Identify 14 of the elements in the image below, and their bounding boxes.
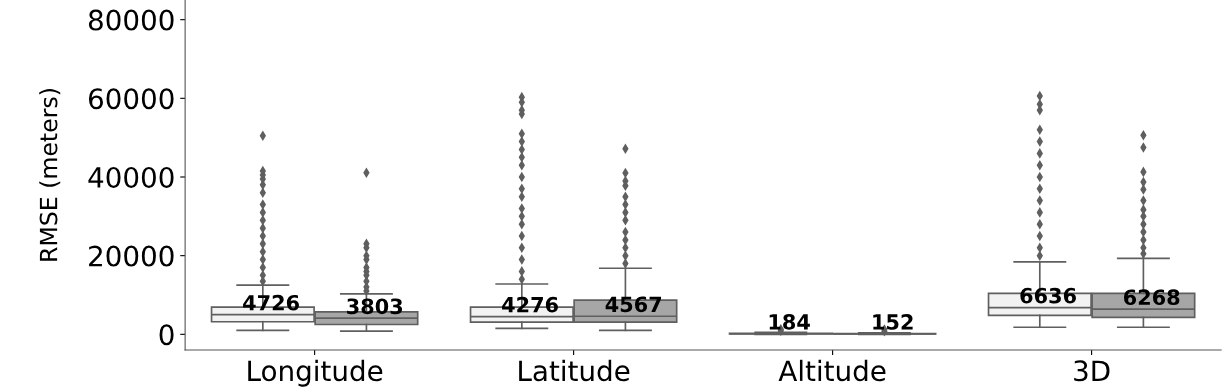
text: 6268 <box>1123 289 1180 306</box>
y-axis-title: RMSE (meters) <box>39 89 61 261</box>
y-tick-label: 0 <box>159 324 174 346</box>
y-tick-label: 60000 <box>88 88 174 110</box>
x-tick-label: Altitude <box>778 359 886 382</box>
y-tick-label: 40000 <box>88 166 174 188</box>
text: 184 <box>769 313 810 330</box>
x-tick-label: 3D <box>1074 360 1110 382</box>
text: 152 <box>873 314 913 330</box>
x-tick-label: Latitude <box>519 359 630 382</box>
text: 4567 <box>605 296 662 313</box>
y-tick-label: 20000 <box>89 245 174 267</box>
y-tick-label: 80000 <box>88 9 174 31</box>
x-tick-label: Longitude <box>248 359 383 387</box>
